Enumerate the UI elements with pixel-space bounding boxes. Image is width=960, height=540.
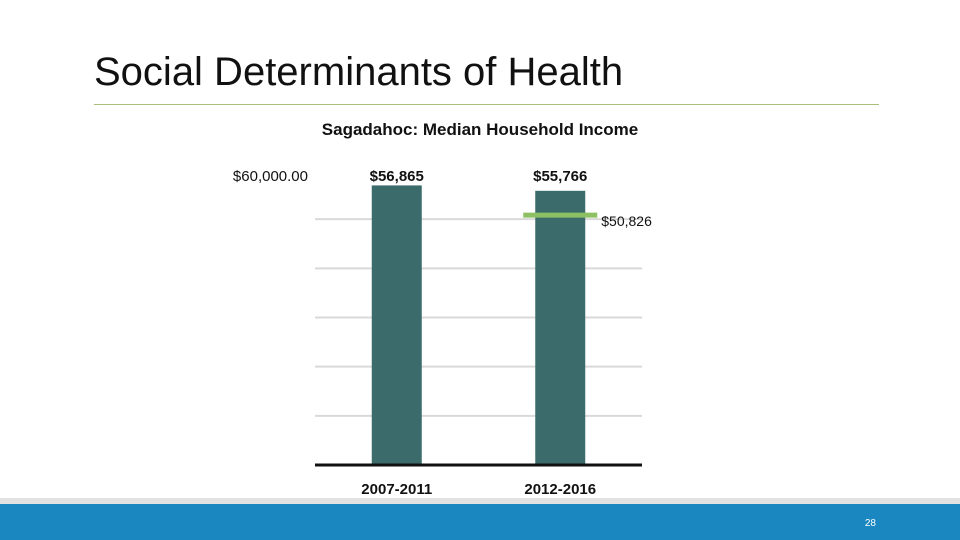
page-number: 28	[864, 518, 876, 529]
bar-value-label: $56,865	[370, 168, 424, 185]
reference-label: $50,826	[601, 213, 652, 229]
slide-title: Social Determinants of Health	[94, 50, 624, 94]
bar-value-label: $55,766	[533, 168, 587, 185]
title-divider	[94, 104, 879, 105]
footer-strip	[0, 498, 960, 504]
y-tick-label: $60,000.00	[233, 168, 308, 185]
x-tick-label: 2007-2011	[361, 481, 432, 498]
bar-2007-2011	[371, 185, 422, 465]
chart-title: Sagadahoc: Median Household Income	[321, 120, 639, 139]
footer-bar	[0, 504, 960, 540]
x-tick-label: 2012-2016	[524, 481, 596, 498]
bar-2012-2016	[535, 190, 586, 465]
